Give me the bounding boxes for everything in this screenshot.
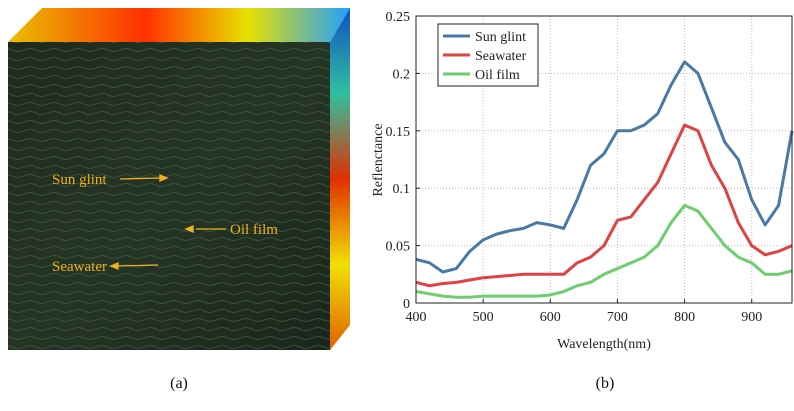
x-tick-label: 500	[473, 310, 494, 325]
legend-label: Seawater	[475, 49, 527, 64]
annotation: Oil film	[230, 222, 278, 238]
caption: (a)	[170, 375, 188, 392]
x-tick-label: 400	[406, 310, 427, 325]
y-tick-label: 0.2	[393, 67, 411, 82]
x-tick-label: 700	[607, 310, 628, 325]
legend-label: Sun glint	[475, 30, 526, 45]
x-tick-label: 800	[674, 310, 695, 325]
annotation-arrows	[109, 174, 226, 270]
y-tick-label: 0	[403, 297, 410, 312]
series-line	[415, 60, 794, 274]
caption: (b)	[596, 375, 615, 392]
y-tick-label: 0.05	[386, 240, 411, 255]
x-tick-label: 900	[741, 310, 762, 325]
annotation: Sun glint	[52, 172, 107, 188]
cube: Sun glint Oil film Seawater	[8, 8, 350, 350]
x-tick-label: 600	[540, 310, 561, 325]
y-tick-label: 0.15	[386, 125, 411, 140]
cube-side	[330, 8, 350, 350]
legend-label: Oil film	[475, 68, 520, 83]
cube-top	[8, 8, 350, 42]
x-axis-label: Wavelength(nm)	[557, 337, 651, 352]
y-tick-label: 0.1	[393, 182, 411, 197]
annotation: Seawater	[52, 259, 107, 275]
y-axis-label: Reflenctance	[371, 123, 386, 196]
y-tick-label: 0.25	[386, 10, 411, 25]
plot-frame	[415, 15, 793, 304]
cube-texture	[8, 42, 330, 350]
series-line	[415, 123, 793, 288]
series-line	[415, 203, 793, 299]
